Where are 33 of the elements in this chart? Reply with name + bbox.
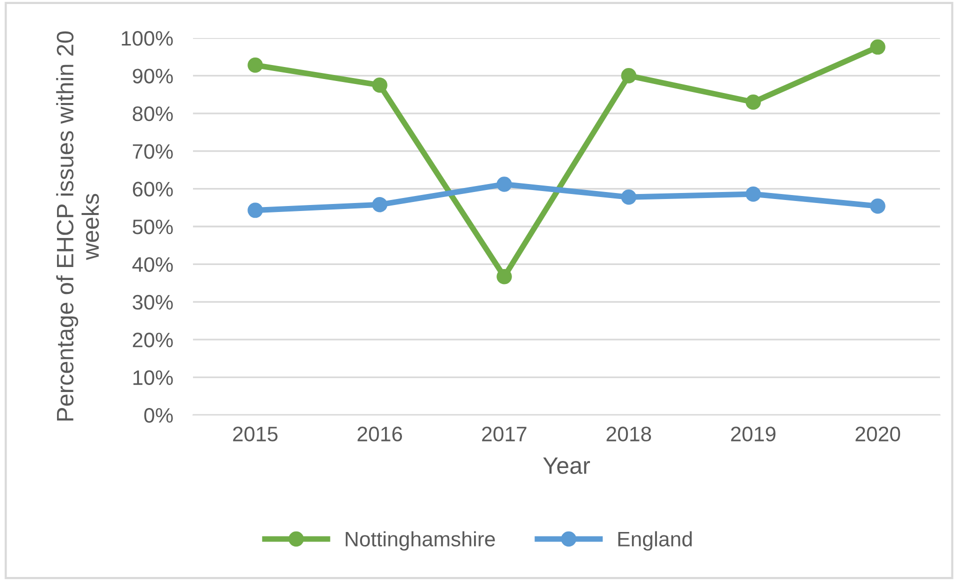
point — [746, 186, 761, 202]
x-tick-label: 2016 — [358, 426, 402, 442]
x-tick-label: 2015 — [233, 426, 278, 442]
y-tick-label: 60% — [132, 182, 173, 197]
point — [248, 58, 263, 73]
y-tick-label: 20% — [132, 332, 173, 348]
y-axis-title: Percentage of EHCP issues within 20 weeks — [56, 31, 99, 421]
point — [372, 77, 388, 93]
y-tick-label: 10% — [133, 370, 173, 386]
x-tick-label: 2018 — [606, 426, 652, 442]
legend-label: England — [618, 531, 692, 551]
y-tick-label: 0% — [144, 408, 173, 423]
x-axis-title: Year — [543, 458, 590, 474]
point — [746, 94, 761, 110]
point — [621, 189, 636, 205]
point — [496, 269, 512, 284]
point — [870, 198, 886, 214]
y-tick-label: 80% — [132, 106, 173, 122]
legend-label: Nottinghamshire — [346, 531, 495, 551]
x-tick-label: 2019 — [731, 426, 776, 442]
point — [248, 202, 263, 218]
y-tick-label: 100% — [122, 31, 173, 46]
point — [372, 196, 388, 212]
y-tick-label: 50% — [132, 220, 173, 234]
y-tick-label: 70% — [132, 144, 173, 159]
point — [870, 39, 886, 55]
y-tick-label: 30% — [132, 294, 173, 310]
point — [496, 176, 512, 192]
x-tick-label: 2017 — [482, 426, 526, 442]
point — [621, 68, 636, 84]
y-tick-label: 40% — [132, 257, 173, 272]
y-tick-label: 90% — [132, 68, 173, 84]
x-tick-label: 2020 — [856, 426, 900, 442]
